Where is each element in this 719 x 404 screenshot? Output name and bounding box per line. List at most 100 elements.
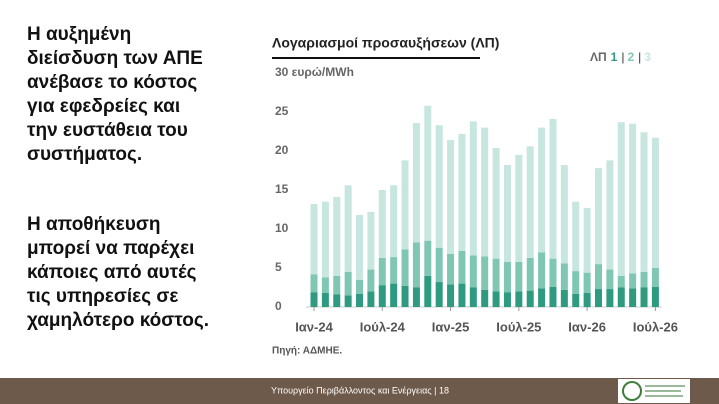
bar-segment (549, 119, 557, 259)
bar-segment (640, 287, 648, 307)
bar-segment (469, 255, 477, 288)
bar-segment (378, 190, 386, 258)
y-tick-label: 20 (275, 143, 289, 157)
bar-segment (515, 291, 523, 307)
bar-segment (526, 257, 534, 291)
bar-segment (310, 274, 318, 293)
chart-title: Λογαριασμοί προσαυξήσεων (ΛΠ) (272, 35, 499, 51)
bar-segment (447, 284, 455, 307)
bar-segment (481, 256, 489, 290)
x-tick-label: Ιούλ-24 (360, 319, 406, 334)
bar-segment (447, 140, 455, 254)
bar-segment (606, 269, 614, 290)
x-tick-label: Ιαν-25 (432, 319, 470, 334)
footer-text: Υπουργείο Περιβάλλοντος και Ενέργειας | … (271, 385, 449, 395)
source: Πηγή: ΑΔΜΗΕ. (272, 346, 342, 357)
bar-segment (492, 258, 500, 292)
bar-segment (344, 295, 352, 307)
bar-segment (629, 273, 637, 289)
bar-segment (481, 127, 489, 257)
bar-segment (333, 294, 341, 307)
x-tick-label: Ιαν-24 (295, 319, 333, 334)
legend-separator: | (621, 50, 624, 64)
bar-segment (344, 271, 352, 296)
bar-segment (401, 249, 409, 286)
bar-segment (572, 271, 580, 294)
bar-segment (310, 204, 318, 275)
bar-segment (401, 285, 409, 307)
bar-segment (503, 261, 511, 293)
bar-segment (378, 257, 386, 286)
bar-segment (503, 292, 511, 307)
bar-segment (595, 289, 602, 307)
bar-segment (321, 201, 329, 278)
bar-segment (549, 258, 557, 287)
body-text: Η αυξημένη (27, 24, 131, 45)
bar-segment (378, 285, 386, 307)
bar-segment (424, 105, 432, 241)
body-text: ανέβασε το κόστος (27, 72, 197, 93)
bar-segment (412, 122, 420, 243)
bar-segment (458, 250, 466, 284)
bar-segment (629, 288, 637, 307)
bar-segment (390, 257, 398, 284)
bar-segment (390, 185, 398, 258)
logo (622, 381, 642, 401)
logo-text (645, 395, 683, 397)
bar-segment (640, 132, 648, 272)
bar-segment (640, 271, 648, 288)
body-text: χαμηλότερο κόστος. (27, 310, 209, 331)
bar-segment (435, 282, 443, 307)
bar-segment (469, 121, 477, 256)
bar-segment (401, 160, 409, 250)
bar-segment (424, 275, 432, 307)
bar-segment (572, 293, 580, 307)
body-text: συστήματος. (27, 144, 142, 165)
bar-segment (617, 275, 625, 288)
bar-segment (515, 154, 523, 262)
bar-segment (458, 133, 466, 251)
bar-segment (549, 286, 557, 307)
y-tick-label: 10 (275, 221, 289, 235)
bar-segment (333, 275, 341, 295)
bar-segment (651, 286, 659, 307)
bar-segment (583, 292, 591, 307)
bar-segment (367, 291, 375, 307)
x-tick-label: Ιούλ-26 (633, 319, 678, 334)
bar-segment (412, 242, 420, 288)
bar-segment (583, 207, 591, 273)
legend-entry: 2 (627, 50, 634, 64)
bar-segment (629, 123, 637, 274)
bar-segment (651, 137, 659, 268)
body-text: κάποιες από αυτές (27, 262, 197, 283)
bar-segment (310, 292, 318, 307)
bar-segment (560, 289, 568, 307)
bar-segment (538, 288, 546, 307)
body-text: για εφεδρείες και (27, 96, 180, 117)
bar-segment (333, 197, 341, 276)
body-text: διείσδυση των ΑΠΕ (27, 48, 203, 69)
body-text: την ευστάθεια του (27, 120, 188, 141)
bar-segment (356, 214, 364, 280)
bar-segment (424, 240, 432, 276)
y-tick-label: 15 (275, 182, 289, 196)
bar-segment (617, 122, 625, 276)
bar-segment (526, 146, 534, 258)
legend-title: ΛΠ (590, 50, 607, 64)
bar-segment (651, 268, 659, 287)
legend-separator: | (638, 50, 641, 64)
bar-segment (435, 125, 443, 248)
x-tick-label: Ιαν-26 (568, 319, 606, 334)
bar-segment (595, 264, 602, 290)
bar-segment (447, 253, 455, 285)
bar-segment (583, 272, 591, 293)
legend-entry: 1 (611, 50, 618, 64)
bar-segment (367, 269, 375, 292)
bar-segment (538, 252, 546, 289)
bar-segment (560, 165, 568, 264)
bar-segment (390, 283, 398, 307)
y-tick-label: 30 ευρώ/MWh (275, 65, 354, 79)
bar-segment (492, 147, 500, 259)
y-tick-label: 5 (275, 260, 282, 274)
